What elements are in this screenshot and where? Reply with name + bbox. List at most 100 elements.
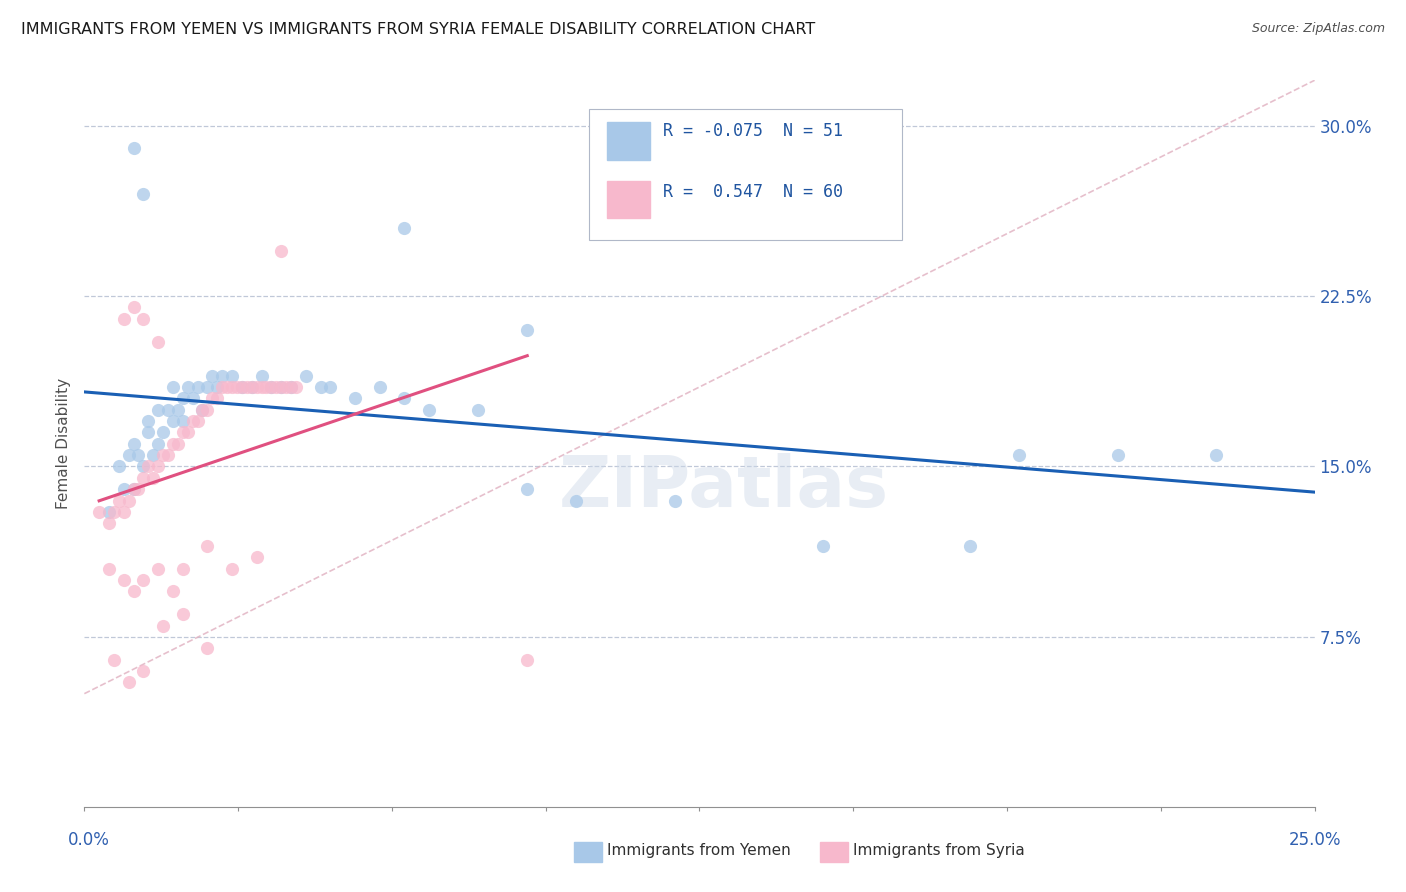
- Point: [177, 380, 200, 394]
- Point: [418, 402, 440, 417]
- Point: [98, 505, 121, 519]
- Point: [959, 539, 981, 553]
- Point: [221, 368, 243, 383]
- Point: [276, 380, 298, 394]
- Point: [270, 244, 292, 258]
- Point: [260, 380, 283, 394]
- Point: [172, 392, 194, 406]
- Point: [172, 425, 194, 440]
- Point: [118, 493, 141, 508]
- Point: [197, 380, 219, 394]
- Y-axis label: Female Disability: Female Disability: [56, 378, 72, 509]
- Point: [128, 482, 150, 496]
- Text: Immigrants from Syria: Immigrants from Syria: [853, 844, 1025, 858]
- Point: [1205, 448, 1227, 462]
- Point: [368, 380, 391, 394]
- Point: [187, 380, 209, 394]
- Point: [152, 448, 174, 462]
- Point: [162, 380, 184, 394]
- Point: [142, 471, 165, 485]
- Point: [157, 448, 180, 462]
- Point: [112, 311, 135, 326]
- Point: [201, 368, 224, 383]
- Point: [103, 652, 125, 666]
- Point: [152, 425, 174, 440]
- Point: [467, 402, 489, 417]
- Point: [172, 414, 194, 428]
- Point: [285, 380, 308, 394]
- Point: [122, 141, 145, 155]
- Point: [565, 493, 588, 508]
- Bar: [607, 180, 651, 219]
- Point: [246, 550, 269, 565]
- Point: [132, 459, 155, 474]
- Point: [516, 482, 538, 496]
- Point: [138, 414, 160, 428]
- Point: [280, 380, 302, 394]
- Point: [177, 425, 200, 440]
- Point: [260, 380, 283, 394]
- Text: ZIPatlas: ZIPatlas: [560, 453, 889, 522]
- Point: [89, 505, 111, 519]
- Point: [197, 539, 219, 553]
- Point: [108, 493, 131, 508]
- Point: [240, 380, 263, 394]
- Point: [295, 368, 318, 383]
- Point: [394, 221, 416, 235]
- Point: [394, 392, 416, 406]
- Point: [112, 482, 135, 496]
- Point: [132, 573, 155, 587]
- Point: [162, 437, 184, 451]
- Point: [516, 652, 538, 666]
- Point: [132, 471, 155, 485]
- Point: [162, 584, 184, 599]
- Point: [191, 402, 214, 417]
- Point: [256, 380, 278, 394]
- Point: [246, 380, 269, 394]
- Point: [231, 380, 253, 394]
- Point: [231, 380, 253, 394]
- Point: [240, 380, 263, 394]
- Point: [207, 392, 229, 406]
- Point: [112, 573, 135, 587]
- Point: [221, 380, 243, 394]
- Point: [148, 459, 170, 474]
- Point: [122, 301, 145, 315]
- Point: [266, 380, 288, 394]
- Point: [118, 675, 141, 690]
- Point: [172, 607, 194, 622]
- Point: [309, 380, 332, 394]
- Point: [112, 505, 135, 519]
- Point: [226, 380, 249, 394]
- Point: [167, 402, 190, 417]
- Point: [122, 482, 145, 496]
- Point: [172, 562, 194, 576]
- Point: [207, 380, 229, 394]
- Point: [103, 505, 125, 519]
- Point: [162, 414, 184, 428]
- Point: [191, 402, 214, 417]
- Text: 0.0%: 0.0%: [67, 831, 110, 849]
- Point: [157, 402, 180, 417]
- Point: [132, 311, 155, 326]
- Text: Immigrants from Yemen: Immigrants from Yemen: [607, 844, 792, 858]
- FancyBboxPatch shape: [589, 110, 903, 240]
- Point: [118, 448, 141, 462]
- Point: [167, 437, 190, 451]
- Point: [152, 618, 174, 632]
- Point: [250, 380, 273, 394]
- Point: [148, 437, 170, 451]
- Point: [221, 562, 243, 576]
- Point: [148, 562, 170, 576]
- Point: [811, 539, 834, 553]
- Point: [122, 482, 145, 496]
- Point: [236, 380, 259, 394]
- Point: [319, 380, 342, 394]
- Point: [1008, 448, 1031, 462]
- Point: [138, 425, 160, 440]
- Bar: [607, 122, 651, 161]
- Point: [280, 380, 302, 394]
- Point: [250, 368, 273, 383]
- Point: [132, 664, 155, 678]
- Text: R =  0.547  N = 60: R = 0.547 N = 60: [662, 183, 842, 201]
